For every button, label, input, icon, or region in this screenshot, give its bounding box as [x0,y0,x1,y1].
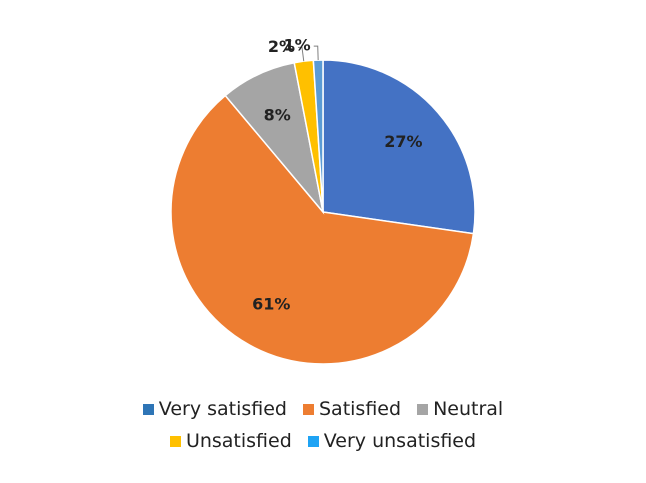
data-label-very-satisfied: 27% [384,132,422,151]
legend-label-very-unsatisfied: Very unsatisfied [323,430,477,452]
legend-item-very-satisfied: Very satisfied [142,398,287,420]
legend-item-neutral: Neutral [417,398,503,420]
legend-row-1: Very satisfied Satisfied Neutral [0,394,646,424]
data-label-unsatisfied: 2% [268,37,295,56]
data-label-very-unsatisfied: 1% [284,36,311,55]
legend-row-2: Unsatisfied Very unsatisfied [0,426,646,456]
legend-label-neutral: Neutral [433,398,504,420]
pie-chart-canvas: 27% 61% 8% 2%1% [170,36,476,365]
legend-label-satisfied: Satisfied [319,398,402,420]
legend-swatch-neutral [417,403,429,415]
chart-legend: Very satisfied Satisfied Neutral Unsatis… [0,394,646,458]
legend-swatch-unsatisfied [169,435,181,447]
legend-swatch-very-satisfied [142,403,154,415]
leader-line-very-unsatisfied [313,45,319,61]
legend-label-very-satisfied: Very satisfied [158,398,287,420]
legend-item-satisfied: Satisfied [303,398,401,420]
pie-slice-satisfied [170,94,475,365]
data-label-neutral: 8% [264,105,291,124]
legend-item-unsatisfied: Unsatisfied [169,430,292,452]
legend-label-unsatisfied: Unsatisfied [185,430,292,452]
data-label-satisfied: 61% [252,294,290,313]
legend-item-very-unsatisfied: Very unsatisfied [307,430,477,452]
leader-line-unsatisfied [297,46,305,62]
pie-slice-very-satisfied [322,59,476,235]
legend-swatch-satisfied [303,403,314,415]
legend-swatch-very-unsatisfied [307,435,319,447]
